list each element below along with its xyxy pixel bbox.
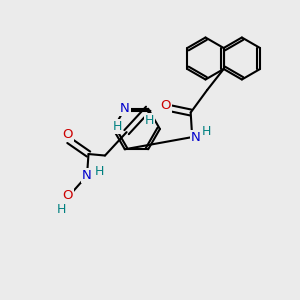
Text: H: H xyxy=(145,114,154,127)
Text: H: H xyxy=(57,203,66,216)
Text: N: N xyxy=(82,169,92,182)
Text: N: N xyxy=(191,130,201,144)
Text: O: O xyxy=(62,128,73,141)
Text: N: N xyxy=(120,102,130,115)
Text: H: H xyxy=(202,125,211,138)
Text: O: O xyxy=(62,189,73,202)
Text: H: H xyxy=(94,165,104,178)
Text: O: O xyxy=(160,99,171,112)
Text: H: H xyxy=(113,120,122,133)
